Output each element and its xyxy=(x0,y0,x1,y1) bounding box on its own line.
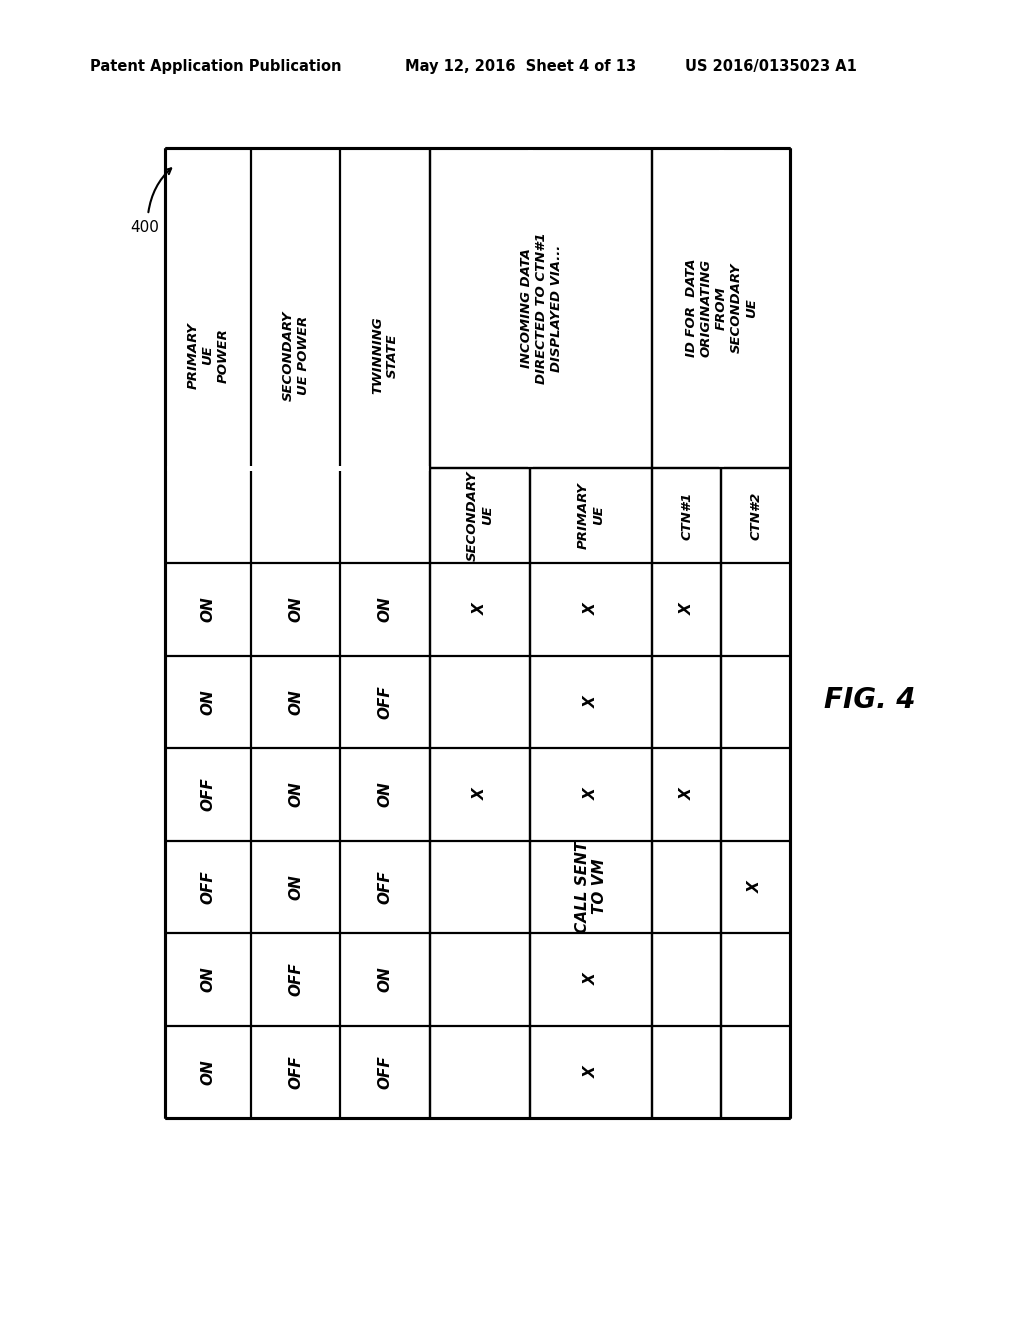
Text: May 12, 2016  Sheet 4 of 13: May 12, 2016 Sheet 4 of 13 xyxy=(406,59,636,74)
Text: X: X xyxy=(679,603,694,615)
Text: X: X xyxy=(584,603,599,615)
Text: CTN#1: CTN#1 xyxy=(680,491,693,540)
Text: OFF: OFF xyxy=(201,777,215,810)
Text: X: X xyxy=(749,880,763,892)
Text: PRIMARY
UE: PRIMARY UE xyxy=(578,482,605,549)
Text: ON: ON xyxy=(201,1059,215,1085)
Text: OFF: OFF xyxy=(378,1055,392,1089)
Text: US 2016/0135023 A1: US 2016/0135023 A1 xyxy=(685,59,857,74)
Text: X: X xyxy=(679,788,694,800)
Text: PRIMARY
UE
POWER: PRIMARY UE POWER xyxy=(186,322,229,389)
Text: ON: ON xyxy=(378,597,392,622)
Text: ON: ON xyxy=(378,966,392,993)
Text: ON: ON xyxy=(288,597,303,622)
Text: OFF: OFF xyxy=(378,870,392,904)
Text: TWINNING
STATE: TWINNING STATE xyxy=(371,317,399,395)
Text: X: X xyxy=(584,973,599,985)
Text: X: X xyxy=(584,696,599,708)
Text: ON: ON xyxy=(288,781,303,807)
Text: ON: ON xyxy=(201,597,215,622)
Text: SECONDARY
UE: SECONDARY UE xyxy=(466,470,494,561)
Text: 400: 400 xyxy=(130,220,159,235)
Text: X: X xyxy=(584,1065,599,1077)
Text: FIG. 4: FIG. 4 xyxy=(824,686,915,714)
Text: INCOMING DATA
DIRECTED TO CTN#1
DISPLAYED VIA...: INCOMING DATA DIRECTED TO CTN#1 DISPLAYE… xyxy=(519,232,562,384)
Text: SECONDARY
UE POWER: SECONDARY UE POWER xyxy=(282,310,309,401)
Text: ID FOR  DATA
ORIGINATING
FROM
SECONDARY
UE: ID FOR DATA ORIGINATING FROM SECONDARY U… xyxy=(685,259,758,358)
Text: ON: ON xyxy=(288,689,303,714)
Text: ON: ON xyxy=(288,874,303,900)
Text: OFF: OFF xyxy=(201,870,215,904)
Text: ON: ON xyxy=(201,689,215,714)
Text: Patent Application Publication: Patent Application Publication xyxy=(90,59,341,74)
Text: OFF: OFF xyxy=(378,685,392,718)
Text: X: X xyxy=(472,603,487,615)
Text: OFF: OFF xyxy=(288,1055,303,1089)
Text: X: X xyxy=(584,788,599,800)
Text: ON: ON xyxy=(201,966,215,993)
Text: X: X xyxy=(472,788,487,800)
Text: OFF: OFF xyxy=(288,962,303,997)
Text: CALL SENT
TO VM: CALL SENT TO VM xyxy=(574,841,607,933)
Text: ON: ON xyxy=(378,781,392,807)
Text: CTN#2: CTN#2 xyxy=(750,491,762,540)
